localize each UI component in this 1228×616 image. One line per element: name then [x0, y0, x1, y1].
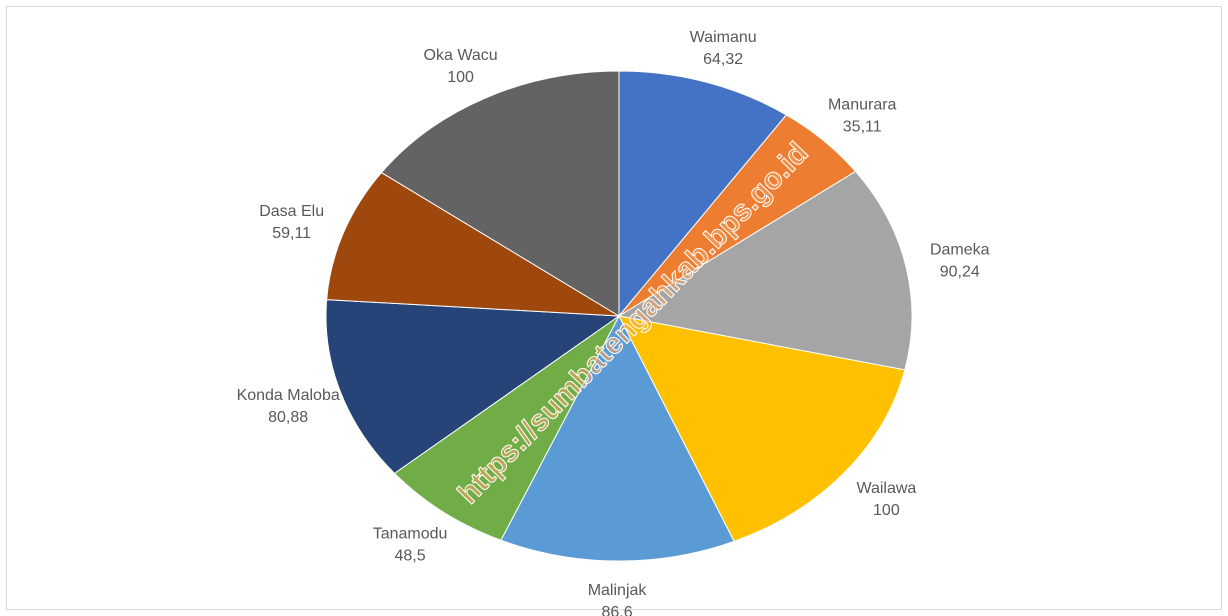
pie-slice [393, 315, 620, 541]
slice-label-value: 100 [447, 69, 474, 86]
pie-slice [618, 315, 906, 542]
slice-label-value: 59,11 [272, 225, 311, 242]
slice-label-name: Oka Wacu [424, 47, 498, 64]
slice-label-value: 80,88 [268, 409, 308, 426]
pie-slice [380, 70, 620, 317]
slice-label-value: 35,11 [843, 119, 882, 136]
slice-label-name: Tanamodu [373, 525, 448, 542]
slice-label-name: Konda Maloba [237, 387, 340, 404]
pie-slice [326, 171, 620, 317]
slice-label-value: 100 [873, 502, 900, 519]
slice-label-value: 90,24 [940, 264, 980, 281]
slice-label-value: 64,32 [703, 51, 743, 68]
pie-slice [325, 299, 621, 475]
pie-slice [618, 70, 788, 318]
slice-label-name: Waimanu [690, 29, 757, 46]
slice-label-name: Dasa Elu [259, 203, 324, 220]
slice-label-value: 86,6 [601, 604, 632, 616]
pie-slice [617, 170, 913, 371]
slice-label-name: Malinjak [588, 582, 648, 599]
slice-label-name: Wailawa [856, 480, 916, 497]
slice-label-name: Manurara [828, 97, 897, 114]
slice-label-name: Dameka [930, 242, 990, 259]
pie-slice [500, 314, 735, 562]
slice-label-value: 48,5 [394, 547, 425, 564]
